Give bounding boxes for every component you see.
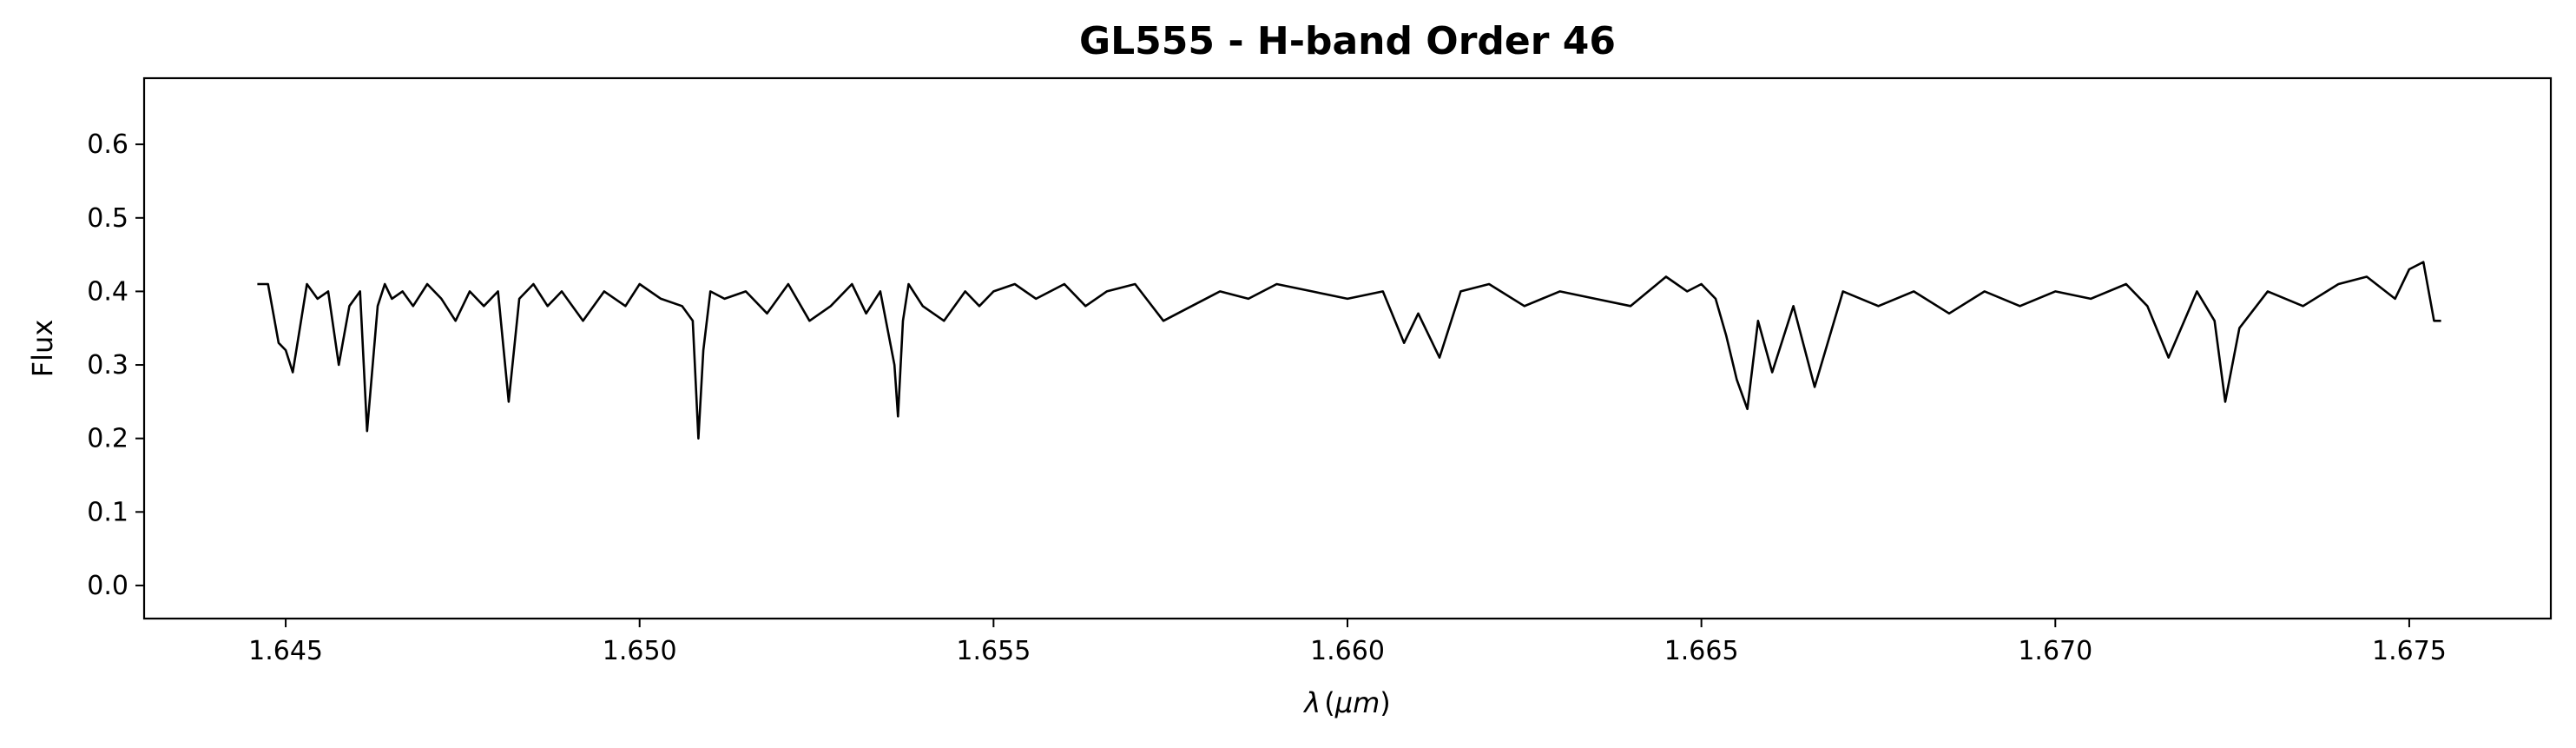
x-tick-label: 1.665	[1664, 636, 1739, 666]
y-axis-ticks: 0.0 0.1 0.2 0.3 0.4 0.5 0.6	[87, 129, 144, 601]
y-tick-label: 0.2	[87, 424, 128, 454]
x-axis-label-symbol: λ	[1302, 686, 1321, 719]
x-axis-label-close-paren: )	[1380, 686, 1390, 719]
y-tick-label: 0.0	[87, 571, 128, 601]
x-axis-label: λ (μm)	[1302, 686, 1390, 719]
spectrum-line	[257, 261, 2441, 440]
y-tick-label: 0.5	[87, 203, 128, 234]
x-tick-label: 1.670	[2018, 636, 2092, 666]
x-tick-label: 1.675	[2372, 636, 2447, 666]
y-tick-label: 0.1	[87, 497, 128, 527]
y-axis-label: Flux	[26, 320, 59, 378]
y-tick-label: 0.6	[87, 129, 128, 160]
y-tick-label: 0.4	[87, 276, 128, 307]
x-axis-ticks: 1.645 1.650 1.655 1.660 1.665 1.670 1.675	[248, 619, 2447, 666]
x-tick-label: 1.645	[248, 636, 323, 666]
y-tick-label: 0.3	[87, 350, 128, 381]
x-axis-label-open-paren: (	[1324, 686, 1334, 719]
x-tick-label: 1.660	[1310, 636, 1385, 666]
x-tick-label: 1.650	[603, 636, 677, 666]
x-axis-label-unit: μm	[1334, 686, 1380, 719]
chart-title: GL555 - H-band Order 46	[1079, 19, 1616, 63]
x-tick-label: 1.655	[956, 636, 1031, 666]
